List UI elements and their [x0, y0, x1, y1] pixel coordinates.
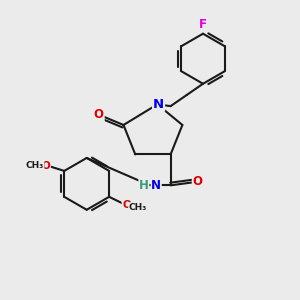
Text: O: O: [122, 200, 131, 210]
Text: O: O: [193, 175, 203, 188]
Text: O: O: [41, 161, 50, 171]
Text: F: F: [199, 18, 207, 31]
Text: O: O: [94, 109, 104, 122]
Text: CH₃: CH₃: [129, 202, 147, 211]
Text: H: H: [139, 179, 149, 192]
Text: N: N: [153, 98, 164, 111]
Text: CH₃: CH₃: [26, 161, 44, 170]
Text: N: N: [151, 179, 161, 192]
